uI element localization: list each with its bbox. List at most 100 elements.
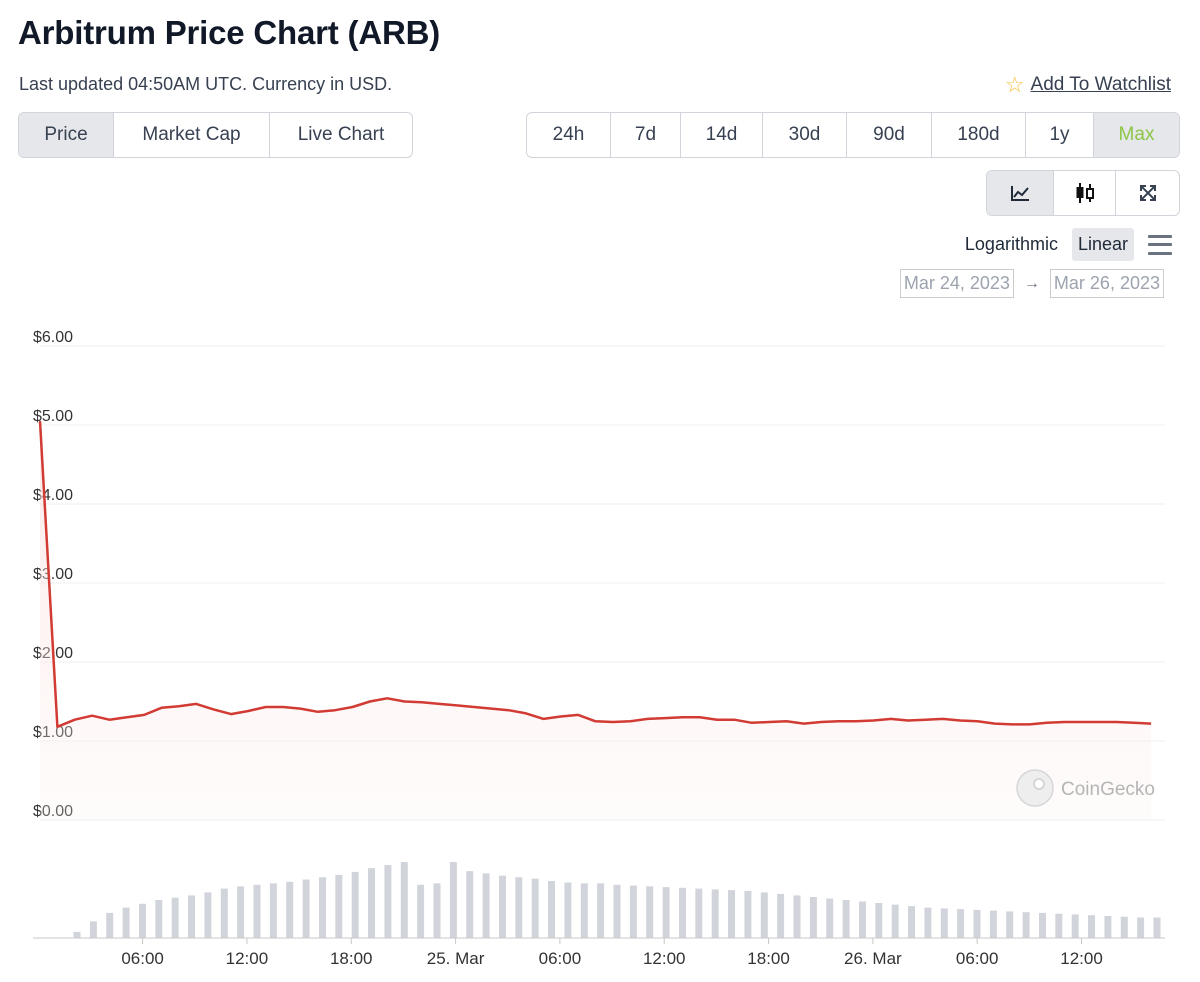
volume-bar xyxy=(1022,912,1030,938)
volume-bar xyxy=(449,862,457,938)
volume-bar xyxy=(400,862,408,938)
volume-bar xyxy=(122,907,130,938)
x-tick-label: 12:00 xyxy=(643,949,686,968)
x-tick-label: 12:00 xyxy=(1060,949,1103,968)
volume-bar xyxy=(679,887,686,938)
tab-price[interactable]: Price xyxy=(19,113,114,157)
volume-bar xyxy=(760,892,768,938)
last-updated-text: Last updated 04:50AM UTC. Currency in US… xyxy=(19,74,393,94)
add-to-watchlist-link[interactable]: ☆ Add To Watchlist xyxy=(1005,74,1171,96)
x-tick-label: 12:00 xyxy=(226,949,269,968)
volume-bar xyxy=(155,900,163,938)
coingecko-logo-eye xyxy=(1033,778,1045,790)
range-max[interactable]: Max xyxy=(1094,113,1179,157)
x-tick-label: 06:00 xyxy=(121,949,164,968)
menu-icon[interactable] xyxy=(1148,234,1172,255)
fullscreen-icon xyxy=(1139,185,1156,201)
volume-bar xyxy=(433,883,441,938)
range-7d[interactable]: 7d xyxy=(611,113,681,157)
volume-bar xyxy=(940,908,948,938)
volume-bar xyxy=(319,877,326,938)
page-title: Arbitrum Price Chart (ARB) xyxy=(18,14,441,51)
date-to-input[interactable]: Mar 26, 2023 xyxy=(1049,269,1164,298)
volume-bar xyxy=(515,877,523,938)
price-line xyxy=(38,421,1152,729)
volume-bar xyxy=(646,886,654,938)
volume-bar xyxy=(220,888,228,938)
volume-bar xyxy=(597,883,605,938)
volume-bar xyxy=(417,884,425,938)
volume-bar xyxy=(973,909,981,938)
coingecko-watermark: CoinGecko xyxy=(1061,779,1155,800)
volume-bar xyxy=(531,878,539,938)
price-chart[interactable]: $6.00$5.00$4.00$3.00$2.00$1.00$0.00CoinG… xyxy=(0,320,1200,970)
candlestick-icon xyxy=(1076,183,1094,203)
tab-live-chart[interactable]: Live Chart xyxy=(297,124,385,145)
time-range-tabs: 24h 7d 14d 30d 90d 180d 1y Max xyxy=(526,112,1180,158)
line-chart-icon xyxy=(1011,186,1029,201)
volume-bar xyxy=(842,900,850,938)
volume-bar xyxy=(1071,914,1079,938)
volume-bar xyxy=(106,912,114,938)
tab-market-cap[interactable]: Market Cap xyxy=(114,113,270,157)
scale-logarithmic[interactable]: Logarithmic xyxy=(964,234,1058,254)
range-24h[interactable]: 24h xyxy=(527,113,611,157)
range-30d[interactable]: 30d xyxy=(763,113,847,157)
volume-bar xyxy=(204,892,212,938)
volume-bar xyxy=(744,890,752,938)
watchlist-label: Add To Watchlist xyxy=(1030,74,1171,95)
scale-linear[interactable]: Linear xyxy=(1071,228,1134,261)
fullscreen-button[interactable] xyxy=(1116,171,1179,215)
volume-bar xyxy=(351,871,359,938)
volume-bar xyxy=(384,865,392,938)
volume-bar xyxy=(302,879,310,938)
volume-bar xyxy=(368,868,375,938)
range-1y[interactable]: 1y xyxy=(1026,113,1094,157)
chart-style-tabs xyxy=(986,170,1180,216)
date-range: Mar 24, 2023 → Mar 26, 2023 xyxy=(899,269,1164,298)
volume-bar xyxy=(1104,916,1112,938)
volume-bar xyxy=(662,887,670,938)
volume-bar xyxy=(73,931,81,938)
volume-bar xyxy=(499,875,506,938)
date-from-input[interactable]: Mar 24, 2023 xyxy=(899,269,1014,298)
volume-bar xyxy=(1088,915,1095,938)
volume-bar xyxy=(269,883,277,938)
line-chart-button[interactable] xyxy=(987,171,1054,215)
volume-bar xyxy=(1006,911,1014,938)
volume-bar xyxy=(1153,917,1161,938)
x-tick-label: 25. Mar xyxy=(427,949,485,968)
star-icon: ☆ xyxy=(1004,72,1025,97)
y-tick-label: $6.00 xyxy=(33,329,73,346)
volume-bar xyxy=(466,871,474,938)
range-180d[interactable]: 180d xyxy=(932,113,1026,157)
volume-bar xyxy=(580,883,588,938)
volume-bar xyxy=(1120,916,1128,938)
volume-bar xyxy=(564,882,572,938)
volume-bar xyxy=(188,895,195,938)
volume-bar xyxy=(728,890,735,938)
range-14d[interactable]: 14d xyxy=(681,113,763,157)
volume-bar xyxy=(826,898,834,938)
volume-bar xyxy=(613,884,621,938)
volume-bar xyxy=(891,904,899,938)
volume-bar xyxy=(924,907,932,938)
volume-bar xyxy=(1137,917,1145,938)
volume-bar xyxy=(809,897,817,938)
candlestick-button[interactable] xyxy=(1054,171,1116,215)
volume-bar xyxy=(777,893,785,938)
y-tick-label: $5.00 xyxy=(33,408,73,425)
volume-bar xyxy=(629,885,637,938)
x-tick-label: 26. Mar xyxy=(844,949,902,968)
volume-bar xyxy=(1055,913,1063,938)
volume-bar xyxy=(695,888,703,938)
volume-bar xyxy=(908,906,915,938)
volume-bar xyxy=(1039,912,1046,938)
volume-bar xyxy=(793,895,801,938)
volume-bar xyxy=(253,884,261,938)
range-90d[interactable]: 90d xyxy=(847,113,932,157)
volume-bar xyxy=(711,889,719,938)
volume-bar xyxy=(875,903,883,938)
volume-bar xyxy=(548,881,555,938)
volume-bar xyxy=(482,873,490,938)
